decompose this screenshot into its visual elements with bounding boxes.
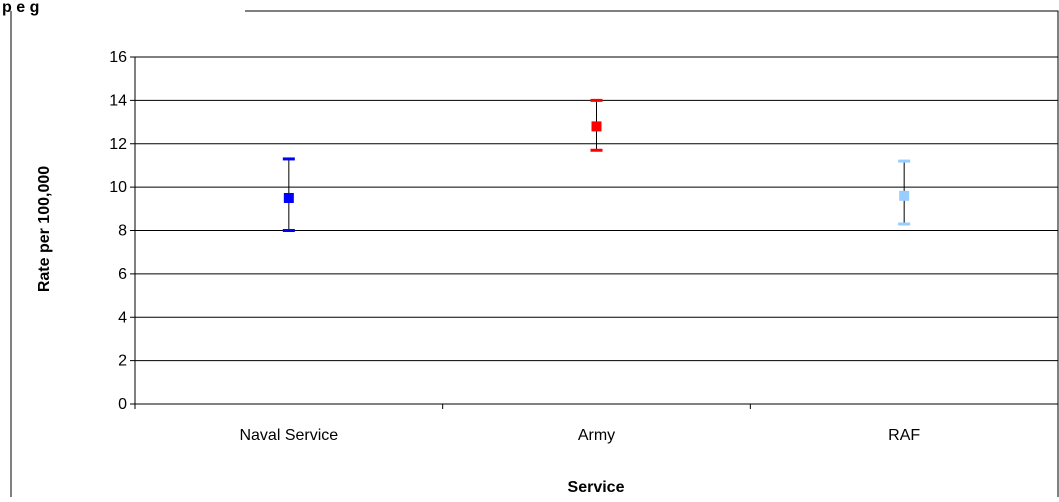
y-tick-label: 10 <box>109 179 127 196</box>
y-tick-label: 4 <box>118 309 127 326</box>
data-point <box>899 190 910 201</box>
x-tick-label: Army <box>578 427 615 444</box>
y-axis-title: Rate per 100,000 <box>36 166 53 292</box>
data-point <box>591 121 602 132</box>
x-tick-labels: Naval Service Army RAF <box>239 427 920 444</box>
y-tick-labels: 0 2 4 6 8 10 12 14 16 <box>109 49 127 413</box>
y-tick-label: 6 <box>118 266 127 283</box>
y-tick-label: 2 <box>118 353 127 370</box>
y-tick-label: 12 <box>109 136 127 153</box>
y-tick-label: 16 <box>109 49 127 66</box>
y-tick-label: 8 <box>118 223 127 240</box>
y-tick-label: 0 <box>118 396 127 413</box>
error-bars <box>282 98 911 232</box>
data-points <box>283 121 910 203</box>
y-tick-label: 14 <box>109 92 127 109</box>
chart-border <box>10 10 1059 497</box>
axes <box>130 56 1059 409</box>
x-axis-title: Service <box>568 479 625 496</box>
x-tick-label: Naval Service <box>239 427 338 444</box>
chart-title-fragment: p e g <box>2 0 39 16</box>
data-point <box>283 192 294 203</box>
x-tick-label: RAF <box>888 427 920 444</box>
